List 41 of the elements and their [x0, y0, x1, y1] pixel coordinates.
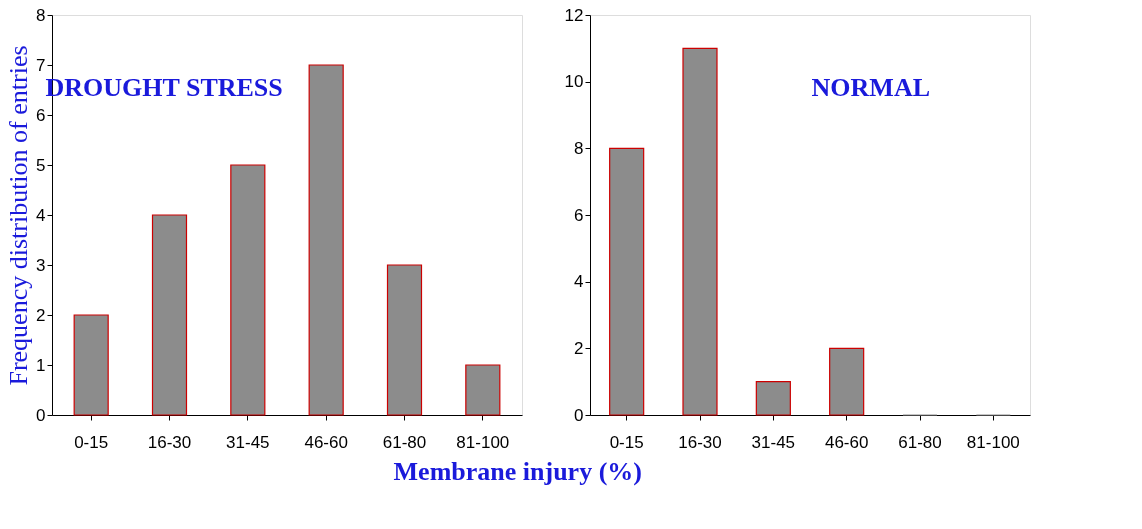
- y-tick-label: 6: [574, 205, 584, 225]
- y-tick-label: 12: [564, 5, 584, 25]
- x-tick-label: 46-60: [304, 432, 348, 452]
- y-tick-label: 5: [36, 155, 46, 175]
- y-tick-label: 4: [36, 205, 46, 225]
- x-tick-label: 61-80: [898, 432, 942, 452]
- y-tick-label: 4: [574, 272, 584, 292]
- x-tick-label: 16-30: [147, 432, 192, 452]
- x-tick-label: 16-30: [678, 432, 722, 452]
- x-tick-label: 61-80: [382, 432, 427, 452]
- bar: [465, 364, 501, 416]
- text: NORMAL: [811, 73, 930, 102]
- bar: [755, 381, 791, 416]
- y-tick-label: 6: [36, 105, 46, 125]
- x-axis-title: Membrane injury (%): [393, 456, 642, 486]
- x-tick-label: 0-15: [74, 432, 109, 452]
- x-tick-label: 0-15: [609, 432, 644, 452]
- y-axis-title: Frequency distribution of entries: [4, 45, 34, 386]
- bar: [230, 164, 266, 416]
- y-tick-label: 10: [564, 72, 584, 92]
- y-tick-label: 8: [574, 138, 584, 158]
- x-tick-label: 81-100: [966, 432, 1020, 452]
- x-tick-label: 81-100: [456, 432, 510, 452]
- y-tick-label: 0: [574, 405, 584, 425]
- bar: [609, 147, 645, 416]
- bar: [151, 214, 188, 416]
- y-tick-label: 1: [36, 355, 46, 375]
- x-tick-label: 31-45: [226, 432, 270, 452]
- y-tick-label: 2: [574, 338, 584, 358]
- bar: [308, 64, 344, 416]
- x-tick-label: 31-45: [751, 432, 796, 452]
- y-tick-label: 7: [36, 55, 46, 75]
- y-tick-label: 2: [36, 305, 46, 325]
- y-tick-label: 0: [36, 405, 46, 425]
- x-tick-label: 46-60: [824, 432, 869, 452]
- bar: [386, 264, 423, 416]
- bar: [829, 347, 865, 416]
- bar: [682, 47, 718, 416]
- y-tick-label: 3: [36, 255, 46, 275]
- bar: [73, 314, 109, 416]
- y-tick-label: 8: [36, 5, 46, 25]
